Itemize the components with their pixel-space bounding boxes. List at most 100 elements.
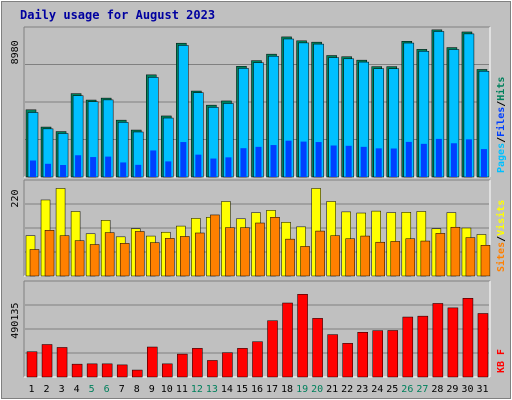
x-tick-label: 20 <box>311 384 323 395</box>
bar-sites <box>29 249 40 277</box>
bar-files <box>195 154 202 177</box>
bar-files <box>405 141 412 177</box>
bar-files <box>210 158 217 177</box>
bar-kbytes <box>101 363 113 378</box>
bar-kbytes <box>147 346 158 378</box>
legend-separator: / <box>496 236 507 242</box>
bar-sites <box>150 242 160 277</box>
y-tick-label: 490135 <box>10 303 21 339</box>
bar-kbytes <box>387 330 399 378</box>
bar-sites <box>180 236 190 277</box>
y-tick-label: 8980 <box>10 40 21 64</box>
bar-files <box>60 165 67 177</box>
x-tick-label: 13 <box>206 384 218 395</box>
bar-files <box>255 146 262 177</box>
bar-kbytes <box>116 364 128 378</box>
bar-sites <box>270 216 280 277</box>
x-tick-label: 1 <box>29 384 35 395</box>
bar-files <box>270 145 277 177</box>
x-tick-label: 30 <box>461 384 473 395</box>
legend-separator: / <box>496 137 507 143</box>
bar-sites <box>360 235 370 277</box>
bar-files <box>465 139 472 177</box>
bar-sites <box>89 244 100 277</box>
x-tick-label: 10 <box>161 384 173 395</box>
bar-sites <box>465 237 476 277</box>
bar-kbytes <box>162 363 173 378</box>
x-tick-label: 26 <box>401 384 413 395</box>
bar-kbytes <box>447 307 459 378</box>
legend-separator: / <box>496 101 507 107</box>
bar-sites <box>390 241 401 277</box>
bar-files <box>225 157 232 177</box>
bar-kbytes <box>372 330 383 378</box>
x-tick-label: 15 <box>236 384 248 395</box>
bar-sites <box>315 230 325 277</box>
bar-kbytes <box>432 303 444 378</box>
x-tick-label: 24 <box>371 384 383 395</box>
bar-sites <box>345 238 355 277</box>
bar-kbytes <box>327 334 338 378</box>
bar-files <box>135 164 142 177</box>
legend-entry: Files <box>495 107 507 137</box>
bar-kbytes <box>222 352 233 378</box>
bar-sites <box>450 226 461 277</box>
bar-files <box>165 161 172 177</box>
bar-files <box>450 143 457 177</box>
legend-entry: Visits <box>495 200 507 236</box>
bar-files <box>420 143 427 177</box>
bar-kbytes <box>252 341 263 378</box>
legend-label-visits-sites: Sites/Visits <box>495 200 507 272</box>
bar-sites <box>165 238 175 277</box>
bar-files <box>75 155 82 177</box>
legend-entry: KB F <box>496 349 507 373</box>
bar-kbytes <box>312 318 323 378</box>
x-tick-label: 19 <box>296 384 308 395</box>
bar-files <box>285 140 292 177</box>
bar-files <box>480 149 487 177</box>
bar-sites <box>134 231 145 277</box>
bar-kbytes <box>56 347 68 378</box>
bar-files <box>105 156 112 177</box>
bar-kbytes <box>86 363 98 378</box>
bar-files <box>45 163 52 177</box>
bar-files <box>315 142 322 177</box>
bar-files <box>345 145 352 177</box>
x-tick-label: 17 <box>266 384 278 395</box>
legend-label-hits-files-pages: Pages/Files/Hits <box>495 77 507 173</box>
bar-files <box>30 160 36 177</box>
bar-sites <box>195 232 205 277</box>
bar-files <box>240 148 247 177</box>
bar-sites <box>255 222 265 277</box>
x-tick-label: 2 <box>44 384 50 395</box>
bar-sites <box>119 243 130 277</box>
x-tick-label: 29 <box>446 384 458 395</box>
legend-entry: Pages <box>496 143 507 173</box>
bar-kbytes <box>267 320 278 378</box>
bar-sites <box>240 227 250 277</box>
bar-files <box>180 142 187 177</box>
x-tick-label: 3 <box>59 384 65 395</box>
x-tick-label: 18 <box>281 384 293 395</box>
bar-files <box>150 150 157 177</box>
bar-kbytes <box>417 315 429 378</box>
x-tick-label: 21 <box>326 384 338 395</box>
bar-kbytes <box>237 348 248 378</box>
bar-kbytes <box>342 343 353 378</box>
legend-entry: Hits <box>495 77 507 101</box>
bar-files <box>120 162 127 177</box>
bar-sites <box>59 235 70 277</box>
bar-files <box>300 141 307 177</box>
bar-sites <box>300 246 310 277</box>
bar-files <box>360 146 367 177</box>
bar-files <box>435 138 442 177</box>
x-tick-label: 31 <box>476 384 488 395</box>
bar-sites <box>210 214 220 277</box>
x-tick-label: 14 <box>221 384 233 395</box>
bar-kbytes <box>477 313 489 378</box>
legend-entry: Sites <box>495 242 507 272</box>
bar-kbytes <box>26 351 38 378</box>
bar-kbytes <box>297 294 308 378</box>
